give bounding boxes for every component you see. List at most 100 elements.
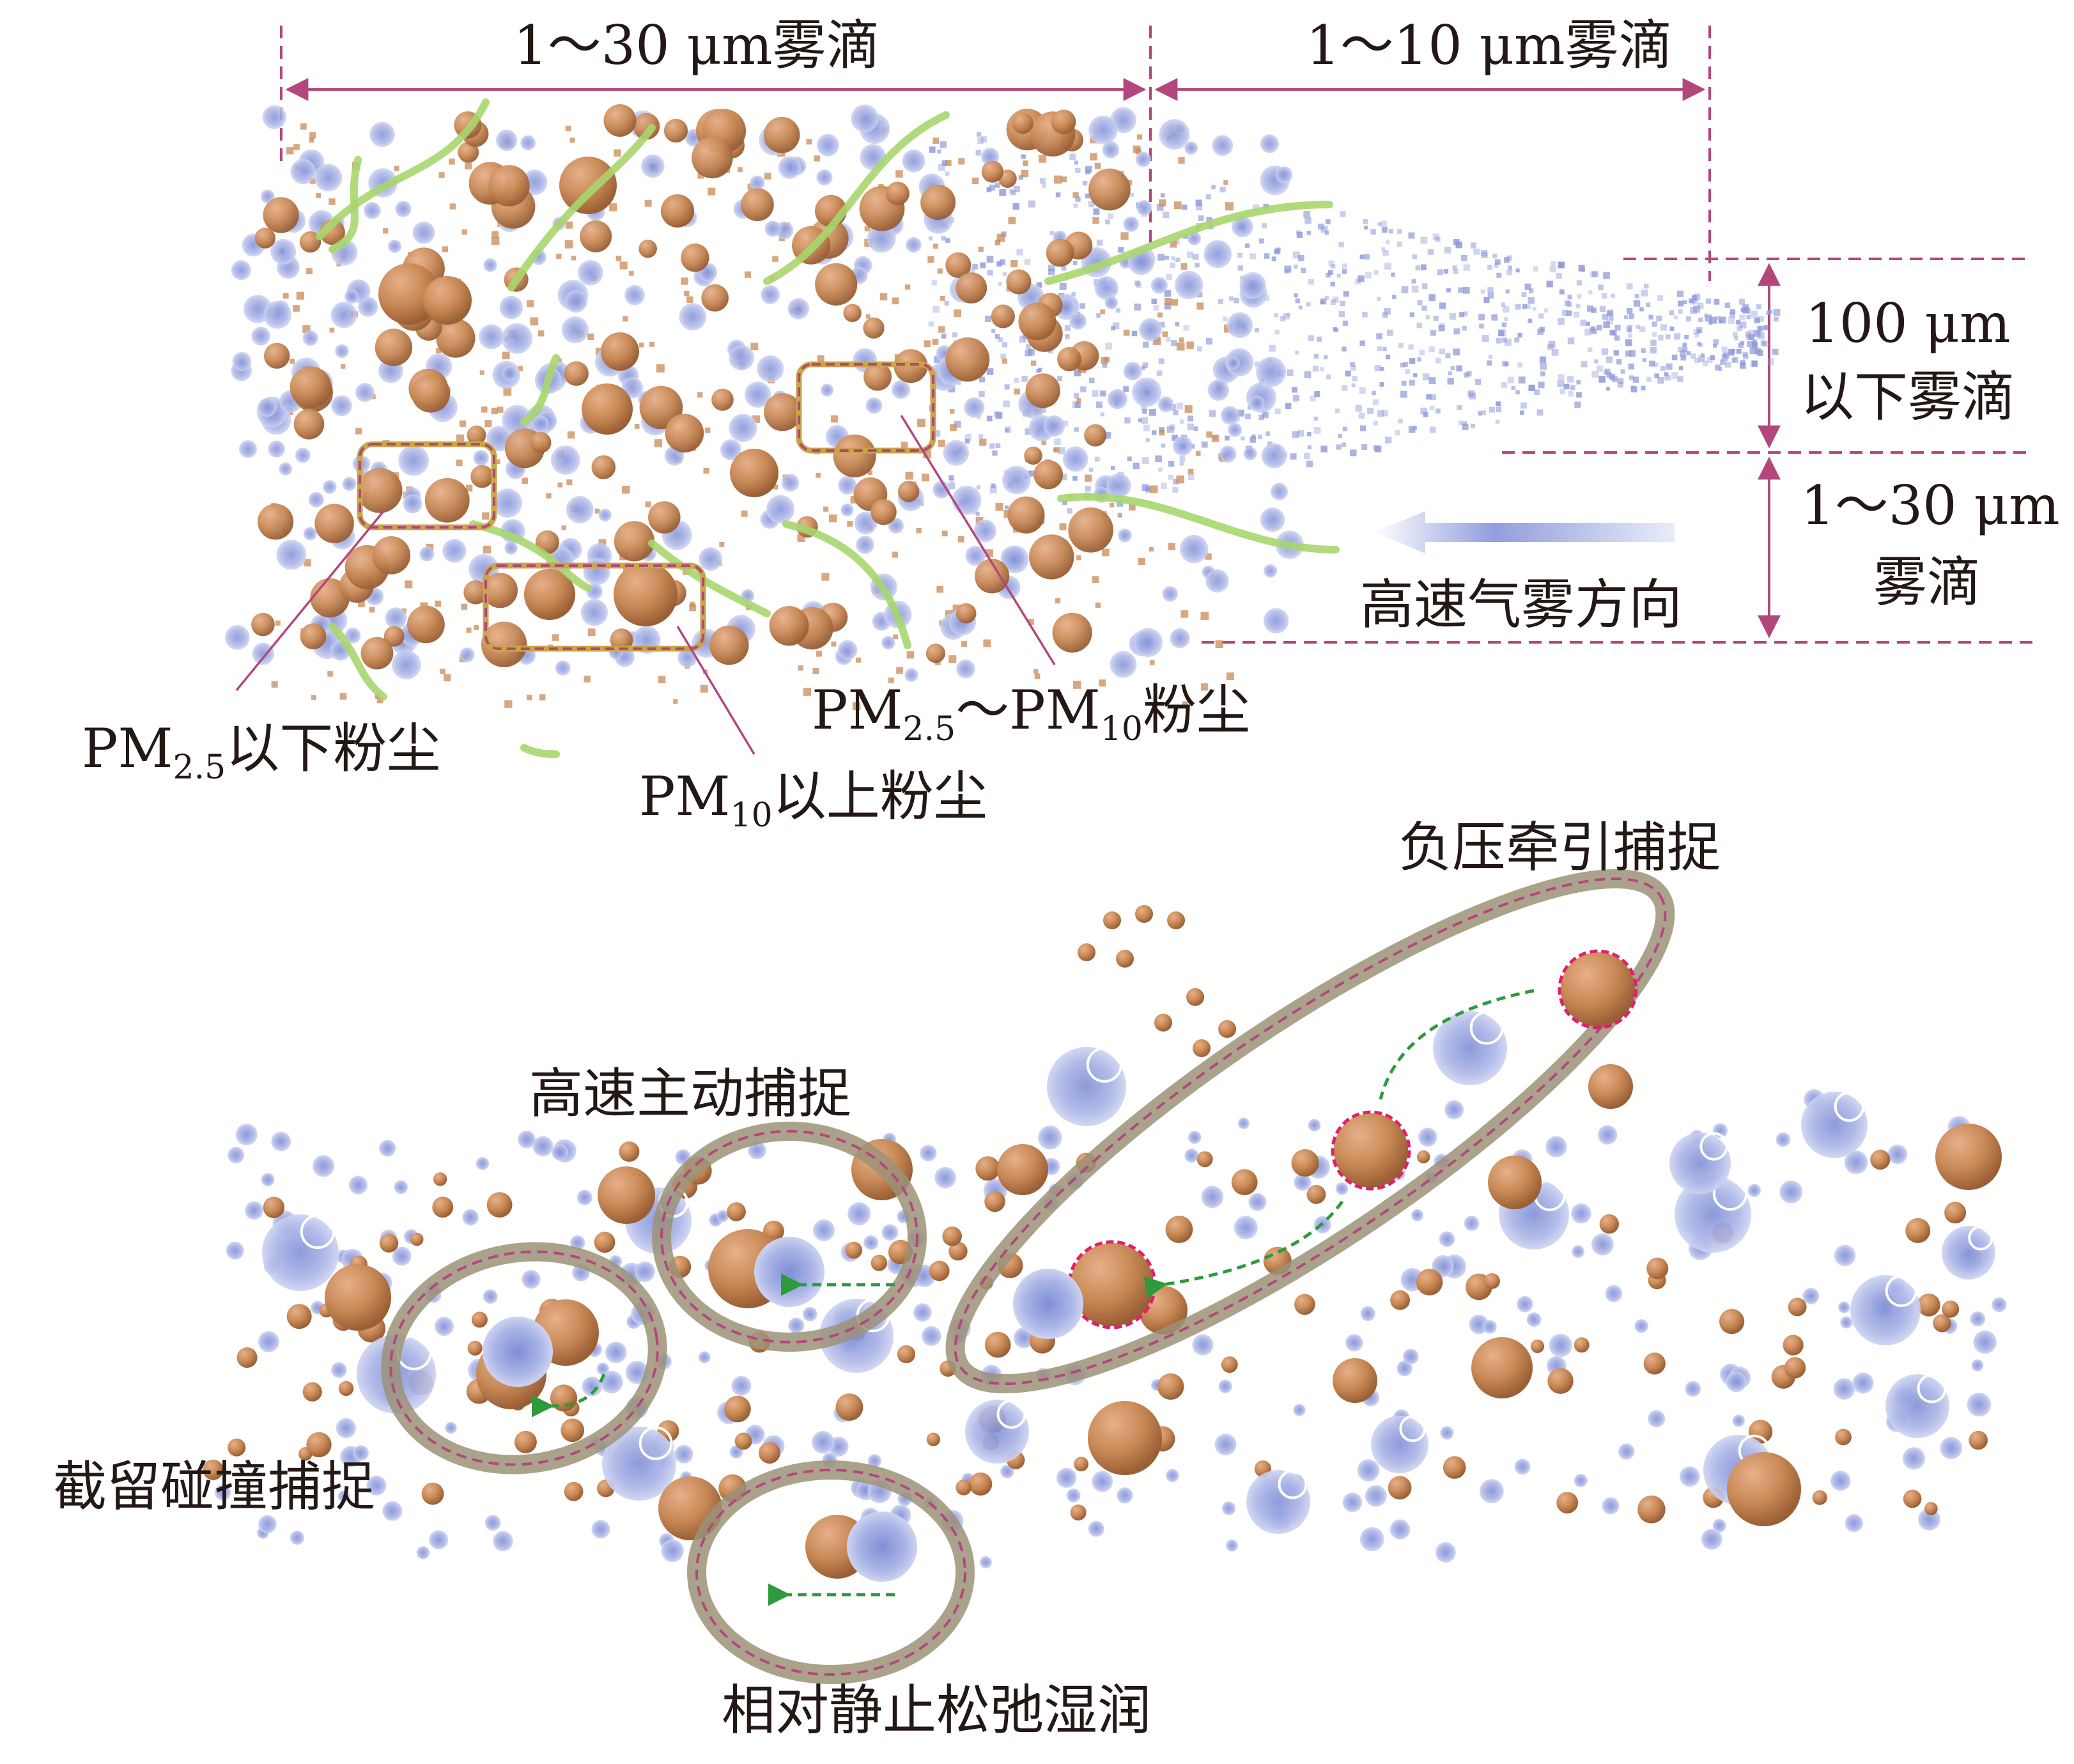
leader-lines — [235, 415, 1056, 755]
spray-droplet — [838, 476, 857, 495]
spray-droplet — [1261, 443, 1287, 468]
mist-droplet — [976, 485, 980, 490]
mist-droplet — [1627, 329, 1632, 333]
mist-droplet — [1285, 269, 1289, 274]
small-droplet — [214, 1484, 231, 1501]
large-dust — [614, 562, 677, 626]
mist-droplet — [1520, 410, 1524, 415]
coarse-dust — [467, 425, 486, 445]
spray-droplet — [781, 474, 800, 492]
fine-dust — [658, 676, 666, 684]
dust-pair — [1167, 911, 1185, 929]
mist-droplet — [1408, 426, 1416, 433]
mist-droplet — [1557, 380, 1565, 387]
small-dust — [410, 1232, 424, 1246]
small-dust — [1905, 1218, 1931, 1243]
mist-droplet — [1658, 334, 1664, 341]
mist-droplet — [1674, 333, 1681, 340]
small-droplet — [920, 1145, 937, 1162]
coarse-dust — [741, 188, 774, 222]
droplet — [1246, 1470, 1310, 1534]
fine-dust — [893, 634, 898, 640]
fine-dust — [719, 541, 725, 547]
mist-droplet — [1314, 391, 1320, 397]
mist-droplet — [1089, 467, 1094, 472]
fine-dust — [1010, 259, 1018, 268]
spray-droplet — [403, 494, 422, 514]
small-dust — [759, 1442, 780, 1464]
spray-droplet — [460, 647, 475, 663]
small-droplet — [382, 1501, 403, 1521]
mist-droplet — [1069, 153, 1076, 160]
mist-droplet — [1382, 346, 1387, 352]
mist-droplet — [1606, 372, 1612, 378]
mist-droplet — [1401, 380, 1407, 386]
fine-dust — [567, 431, 575, 439]
mist-droplet — [1417, 300, 1423, 306]
fine-dust — [495, 459, 500, 465]
mist-droplet — [1453, 348, 1460, 356]
spray-droplet — [933, 481, 950, 499]
mist-droplet — [1196, 204, 1203, 211]
coarse-dust — [815, 263, 858, 306]
mist-droplet — [1558, 374, 1565, 381]
mist-droplet — [1400, 391, 1407, 398]
coarse-dust — [663, 118, 688, 143]
mist-droplet — [1377, 222, 1382, 226]
mist-droplet — [1504, 317, 1508, 321]
mist-droplet — [1326, 272, 1331, 278]
fine-dust — [798, 665, 803, 671]
fine-dust — [1039, 155, 1047, 163]
mist-droplet — [994, 334, 1000, 339]
small-dust — [1416, 1269, 1443, 1296]
fine-dust — [888, 677, 894, 684]
mist-droplet — [1489, 406, 1496, 413]
mist-droplet — [1565, 300, 1571, 307]
mist-droplet — [972, 263, 978, 270]
fine-dust — [1073, 681, 1081, 689]
mist-droplet — [1392, 295, 1397, 299]
mist-droplet — [1629, 313, 1635, 320]
fine-dust — [481, 406, 488, 413]
fine-dust — [1157, 312, 1163, 318]
mist-droplet — [1748, 334, 1754, 341]
fine-dust — [1149, 660, 1155, 665]
small-dust — [1547, 1368, 1574, 1394]
mist-droplet — [1599, 376, 1606, 383]
fine-dust — [1226, 672, 1234, 681]
small-droplet — [313, 1155, 335, 1177]
spray-droplet — [1187, 231, 1201, 245]
small-droplet — [1852, 1372, 1874, 1394]
spray-droplet — [302, 330, 318, 346]
mist-droplet — [945, 238, 950, 243]
mist-droplet — [1142, 362, 1149, 369]
small-dust — [1599, 1214, 1619, 1234]
mist-droplet — [1420, 407, 1428, 415]
spray-droplet — [502, 323, 532, 354]
mist-droplet — [1330, 299, 1336, 306]
fine-dust — [465, 484, 473, 492]
coarse-dust — [764, 393, 802, 431]
small-droplet — [1389, 1519, 1411, 1540]
fine-dust — [1028, 619, 1034, 625]
mist-droplet — [1225, 435, 1230, 441]
mist-droplet — [1412, 426, 1418, 430]
mist-droplet — [1439, 322, 1444, 328]
mist-droplet — [1116, 500, 1124, 507]
mist-droplet — [1197, 291, 1203, 298]
small-dust — [897, 1345, 915, 1363]
mist-droplet — [1682, 343, 1687, 348]
spray-droplet — [1170, 628, 1190, 649]
fine-dust — [1021, 169, 1029, 178]
mist-droplet — [1336, 274, 1341, 278]
mist-droplet — [1412, 254, 1418, 259]
mist-droplet — [1478, 314, 1485, 321]
small-droplet — [1802, 1287, 1820, 1304]
small-dust — [926, 1432, 940, 1446]
spray-droplet — [1136, 200, 1152, 216]
mist-droplet — [1713, 339, 1719, 345]
small-droplet — [1335, 1182, 1349, 1195]
fine-dust — [502, 352, 510, 360]
mist-droplet — [1363, 219, 1368, 224]
small-droplet — [1201, 1186, 1224, 1209]
